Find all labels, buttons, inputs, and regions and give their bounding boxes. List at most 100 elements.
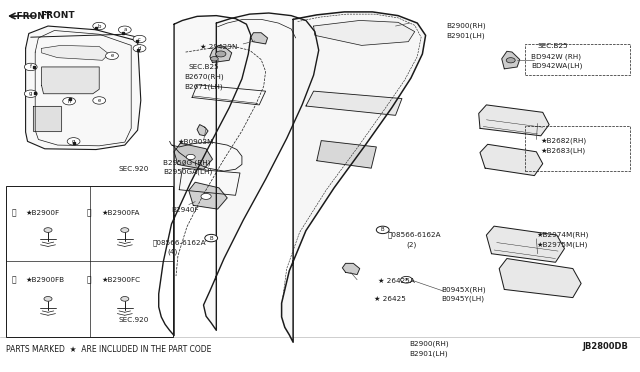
Text: B2901(LH): B2901(LH) — [447, 32, 485, 39]
Text: b: b — [97, 23, 101, 29]
Circle shape — [133, 45, 146, 52]
Text: ★B2900FA: ★B2900FA — [101, 210, 140, 216]
Text: B: B — [381, 227, 385, 232]
Polygon shape — [42, 67, 99, 94]
Circle shape — [121, 228, 129, 232]
Text: B2900(RH): B2900(RH) — [410, 341, 449, 347]
Text: B2940F: B2940F — [172, 207, 199, 213]
Text: Ⓒ: Ⓒ — [12, 275, 16, 284]
Circle shape — [106, 52, 118, 60]
Text: g: g — [72, 139, 76, 144]
Text: e: e — [97, 98, 101, 103]
Text: e: e — [110, 53, 114, 58]
Circle shape — [401, 276, 412, 283]
Circle shape — [205, 234, 218, 242]
Text: ←FRONT: ←FRONT — [10, 12, 52, 21]
Circle shape — [63, 97, 76, 105]
Text: B2671(LH): B2671(LH) — [184, 83, 223, 90]
Text: h: h — [67, 99, 71, 104]
Polygon shape — [499, 259, 581, 298]
Polygon shape — [342, 263, 360, 275]
Circle shape — [118, 26, 131, 33]
Circle shape — [67, 138, 80, 145]
Text: SEC.B25: SEC.B25 — [538, 44, 568, 49]
Polygon shape — [204, 13, 319, 330]
Text: Ⓑ08566-6162A: Ⓑ08566-6162A — [152, 239, 206, 246]
Polygon shape — [282, 12, 426, 342]
Text: ★B2974M(RH): ★B2974M(RH) — [536, 232, 589, 238]
Circle shape — [506, 58, 515, 63]
Text: ★B2682(RH): ★B2682(RH) — [540, 137, 586, 144]
Circle shape — [93, 22, 106, 30]
Circle shape — [44, 228, 52, 232]
Text: ★B2900FC: ★B2900FC — [101, 277, 140, 283]
Text: ★ 26425A: ★ 26425A — [378, 278, 415, 284]
Circle shape — [24, 63, 37, 71]
Text: BD942WA(LH): BD942WA(LH) — [531, 63, 582, 70]
Text: SEC.B25: SEC.B25 — [189, 64, 220, 70]
Circle shape — [186, 154, 195, 160]
Bar — [525, 126, 630, 171]
Text: ★B2975M(LH): ★B2975M(LH) — [536, 241, 588, 248]
Text: FRONT: FRONT — [40, 12, 75, 20]
Text: JB2800DB: JB2800DB — [582, 342, 628, 351]
Polygon shape — [317, 141, 376, 168]
Text: ★ 26425: ★ 26425 — [374, 296, 406, 302]
Polygon shape — [42, 45, 109, 60]
Text: B2670(RH): B2670(RH) — [184, 74, 224, 80]
Circle shape — [376, 226, 389, 234]
Text: B2901(LH): B2901(LH) — [410, 351, 448, 357]
Text: Ⓑ: Ⓑ — [86, 208, 91, 217]
Text: a: a — [123, 27, 127, 32]
Circle shape — [121, 296, 129, 301]
Circle shape — [201, 193, 211, 199]
Text: f: f — [30, 64, 31, 70]
Text: PARTS MARKED  ★  ARE INCLUDED IN THE PART CODE: PARTS MARKED ★ ARE INCLUDED IN THE PART … — [6, 345, 212, 354]
Text: s: s — [405, 277, 408, 282]
Text: d: d — [138, 46, 141, 51]
Text: ⒳08566-6162A: ⒳08566-6162A — [388, 232, 442, 238]
Text: ★B2900F: ★B2900F — [26, 210, 60, 216]
Polygon shape — [26, 26, 141, 150]
Text: c: c — [138, 36, 141, 42]
Text: B2950G (RH): B2950G (RH) — [163, 160, 211, 166]
Polygon shape — [197, 125, 208, 136]
Circle shape — [216, 51, 226, 57]
Text: SEC.920: SEC.920 — [118, 317, 148, 323]
Circle shape — [211, 57, 218, 61]
Text: ★ 29429N: ★ 29429N — [200, 44, 237, 49]
Polygon shape — [314, 20, 415, 45]
Polygon shape — [33, 106, 61, 131]
Polygon shape — [251, 33, 268, 44]
Text: g: g — [29, 91, 33, 96]
Polygon shape — [502, 51, 520, 69]
Circle shape — [44, 296, 52, 301]
Polygon shape — [480, 144, 543, 176]
Text: B2950GA(LH): B2950GA(LH) — [163, 169, 212, 175]
Bar — [6, 186, 173, 337]
Text: (2): (2) — [406, 241, 417, 248]
Text: BD942W (RH): BD942W (RH) — [531, 53, 581, 60]
Text: B2900(RH): B2900(RH) — [447, 23, 486, 29]
Circle shape — [24, 90, 37, 97]
Text: B0945X(RH): B0945X(RH) — [442, 286, 486, 293]
Text: Ⓓ: Ⓓ — [86, 275, 91, 284]
Polygon shape — [479, 105, 549, 136]
Circle shape — [93, 97, 106, 104]
Text: (4): (4) — [168, 249, 178, 256]
Text: ★B0903M: ★B0903M — [178, 139, 214, 145]
Text: ★B2683(LH): ★B2683(LH) — [540, 147, 586, 154]
Polygon shape — [210, 45, 232, 62]
Polygon shape — [159, 16, 251, 336]
Polygon shape — [306, 91, 402, 115]
Polygon shape — [174, 143, 212, 169]
Text: Ⓐ: Ⓐ — [12, 208, 16, 217]
Circle shape — [133, 35, 146, 43]
Text: ★B2900FB: ★B2900FB — [26, 277, 65, 283]
Text: B0945Y(LH): B0945Y(LH) — [442, 295, 484, 302]
Polygon shape — [189, 182, 227, 209]
Bar — [525, 44, 630, 75]
Polygon shape — [486, 226, 564, 262]
Text: B: B — [209, 235, 213, 241]
Text: SEC.920: SEC.920 — [118, 166, 148, 172]
